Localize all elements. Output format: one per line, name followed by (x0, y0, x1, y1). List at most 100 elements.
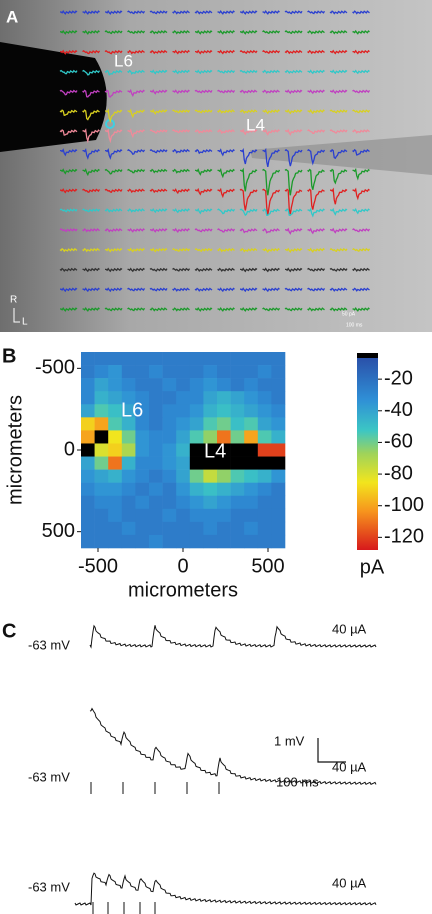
response-trace (82, 307, 100, 312)
response-trace (217, 29, 235, 35)
response-trace (82, 228, 100, 233)
response-trace (105, 10, 123, 15)
heatmap-cell (108, 378, 123, 392)
response-trace (172, 89, 190, 95)
response-trace (150, 108, 168, 115)
response-trace (352, 49, 370, 55)
colorbar-tick-label: -40 (384, 399, 413, 421)
heatmap-cell (217, 443, 231, 457)
response-trace (239, 247, 258, 253)
response-trace (352, 29, 370, 35)
heatmap-cell (162, 404, 177, 418)
heatmap-cell (244, 417, 259, 431)
response-trace (262, 228, 280, 234)
response-trace (150, 247, 168, 253)
response-trace (127, 49, 145, 55)
response-trace (127, 30, 146, 35)
x-tick-label: -500 (78, 555, 118, 577)
response-trace (285, 267, 303, 273)
response-trace (127, 247, 145, 253)
potential-label: -63 mV (28, 637, 70, 652)
response-trace (217, 287, 235, 293)
colorbar-tick-label: -60 (384, 431, 413, 453)
response-trace (172, 129, 191, 134)
heatmap-cell (244, 508, 259, 523)
colorbar-tick-label: -80 (384, 462, 413, 484)
response-trace (239, 49, 258, 54)
response-trace (59, 247, 78, 253)
response-trace (172, 109, 191, 114)
response-trace (352, 267, 370, 273)
heatmap-cell (162, 495, 177, 510)
response-trace (127, 287, 146, 292)
heatmap-cell (189, 482, 204, 497)
response-trace (262, 108, 280, 115)
heatmap-cell (244, 352, 259, 366)
heatmap-cell (94, 378, 109, 392)
heatmap-cell (217, 391, 231, 405)
response-trace (239, 228, 258, 234)
response-trace (329, 287, 348, 292)
response-trace (307, 69, 325, 75)
heatmap-cell (108, 482, 123, 497)
response-trace (127, 148, 146, 155)
response-trace (60, 188, 78, 194)
response-trace (172, 69, 190, 75)
heatmap-cell (81, 352, 95, 366)
heatmap-cell (135, 378, 150, 392)
heatmap-cell (108, 391, 123, 405)
heatmap-cell (271, 417, 286, 431)
response-trace (240, 307, 258, 312)
heatmap-cell (135, 443, 150, 457)
response-trace (262, 147, 280, 168)
heatmap-cell (189, 404, 204, 418)
response-trace (149, 307, 168, 312)
response-trace (194, 148, 213, 155)
heatmap-cell (149, 534, 163, 549)
response-trace (59, 109, 78, 117)
response-trace (217, 307, 235, 312)
heatmap-cell (108, 521, 123, 536)
heatmap-cell (271, 352, 286, 366)
electrode-shadow (250, 135, 432, 175)
heatmap-cell (257, 495, 272, 510)
response-trace (262, 30, 281, 35)
response-trace (240, 267, 258, 273)
response-trace (307, 287, 326, 292)
heatmap-cell (203, 443, 218, 457)
response-trace (105, 108, 123, 124)
response-trace (217, 10, 235, 15)
heatmap-cell (135, 352, 150, 366)
heatmap-cell (217, 469, 231, 483)
heatmap-cell (162, 391, 177, 405)
heatmap-cell (121, 482, 136, 497)
response-trace (82, 188, 101, 193)
heatmap-cell (81, 417, 95, 431)
response-trace (239, 109, 258, 114)
response-trace (60, 10, 78, 15)
response-trace (352, 69, 370, 75)
heatmap-cell (108, 534, 123, 549)
heatmap-cell (81, 534, 95, 549)
heatmap-cell (149, 443, 163, 457)
response-trace (105, 267, 123, 273)
heatmap-cell (189, 456, 204, 470)
heatmap-cell (189, 417, 204, 431)
response-trace (149, 168, 168, 174)
response-trace (239, 208, 258, 217)
layer-label: L6 (114, 51, 133, 70)
heatmap-cell (121, 430, 136, 444)
heatmap-cell (230, 482, 245, 497)
heatmap-cell (244, 391, 259, 405)
heatmap-cell (135, 521, 150, 536)
response-trace (329, 247, 348, 253)
heatmap-cell (257, 521, 272, 536)
heatmap-cell (81, 391, 95, 405)
response-trace (307, 267, 326, 272)
response-trace (59, 228, 78, 233)
response-trace (172, 10, 190, 15)
heatmap-cell (217, 521, 231, 536)
response-trace (172, 168, 190, 174)
response-trace (307, 247, 325, 253)
heatmap-cell (162, 378, 177, 392)
